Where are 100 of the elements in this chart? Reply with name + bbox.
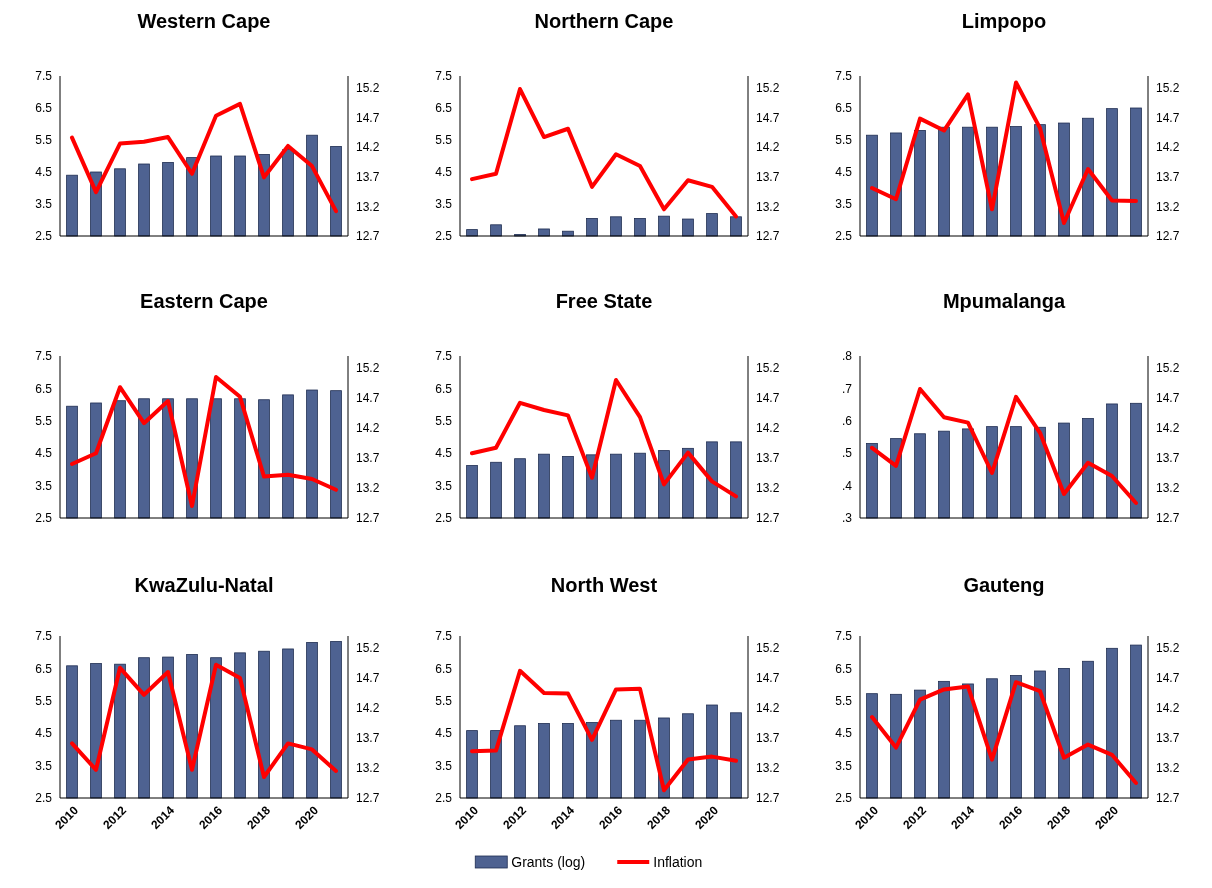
y-tick-label: 2.5 [835, 229, 853, 244]
y2-tick-label: 15.2 [356, 641, 380, 656]
y2-tick-label: 15.2 [756, 361, 780, 376]
y-tick-label: 7.5 [835, 629, 853, 644]
y-tick-label: 5.5 [435, 414, 453, 428]
y2-tick-label: 14.7 [1156, 391, 1180, 406]
chart-title: North West [550, 574, 658, 596]
y2-tick-label: 13.7 [756, 451, 780, 466]
y2-tick-label: 13.7 [1156, 169, 1180, 184]
y-tick-label: 3.5 [35, 197, 53, 212]
y-tick-label: .4 [841, 478, 853, 493]
y-tick-label: 7.5 [35, 349, 53, 364]
y-tick-label: 3.5 [835, 758, 853, 773]
y-tick-label: 5.5 [835, 694, 853, 708]
y-tick-label: 2.5 [435, 511, 453, 526]
y2-tick-label: 14.2 [1156, 701, 1180, 716]
chart-title: Eastern Cape [140, 290, 268, 312]
y-tick-label: 7.5 [35, 629, 53, 644]
y-tick-label: 6.5 [435, 381, 453, 396]
y2-tick-label: 15.2 [756, 641, 780, 656]
y2-tick-label: 12.7 [756, 229, 780, 244]
y2-tick-label: 13.7 [756, 731, 780, 746]
chart-title: Gauteng [963, 574, 1045, 596]
y2-tick-label: 12.7 [1156, 229, 1180, 244]
y2-tick-label: 14.2 [756, 701, 780, 716]
y-tick-label: 7.5 [435, 629, 453, 644]
y2-tick-label: 14.2 [356, 701, 380, 716]
y-tick-label: 4.5 [435, 726, 453, 741]
y-tick-label: 2.5 [435, 229, 453, 244]
chart-title: Free State [555, 290, 653, 312]
y-tick-label: 3.5 [835, 197, 853, 212]
y-tick-label: 4.5 [435, 446, 453, 461]
y2-tick-label: 14.2 [1156, 140, 1180, 155]
y2-tick-label: 15.2 [1156, 641, 1180, 656]
chart-title: Mpumalanga [942, 290, 1066, 312]
y-tick-label: 2.5 [835, 791, 853, 806]
y-tick-label: 5.5 [35, 694, 53, 708]
y-tick-label: 5.5 [435, 133, 453, 148]
legend-label: Grants (log) [511, 853, 586, 870]
y2-tick-label: 14.7 [356, 110, 380, 125]
y-tick-label: 2.5 [35, 229, 53, 244]
y-tick-label: 3.5 [35, 758, 53, 773]
y2-tick-label: 15.2 [1156, 81, 1180, 96]
y-tick-label: 6.5 [835, 661, 853, 676]
chart-title: Western Cape [137, 10, 271, 32]
y2-tick-label: 14.7 [756, 671, 780, 686]
y-tick-label: 4.5 [435, 165, 453, 180]
y2-tick-label: 13.2 [356, 199, 380, 214]
y-tick-label: .5 [841, 446, 853, 461]
y2-tick-label: 13.2 [356, 761, 380, 776]
y2-tick-label: 12.7 [356, 791, 380, 806]
chart-title: Northern Cape [534, 10, 674, 32]
y2-tick-label: 14.7 [1156, 110, 1180, 125]
y-tick-label: 2.5 [35, 511, 53, 526]
y2-tick-label: 12.7 [756, 791, 780, 806]
chart-title: KwaZulu-Natal [134, 574, 274, 596]
y-tick-label: 6.5 [835, 101, 853, 116]
y-tick-label: 5.5 [35, 133, 53, 148]
y-tick-label: 7.5 [435, 349, 453, 364]
y2-tick-label: 13.7 [756, 169, 780, 184]
y2-tick-label: 14.7 [1156, 671, 1180, 686]
y-tick-label: 6.5 [35, 381, 53, 396]
y2-tick-label: 15.2 [756, 81, 780, 96]
y-tick-label: 6.5 [435, 101, 453, 116]
y-tick-label: 7.5 [435, 69, 453, 84]
y-tick-label: 3.5 [435, 758, 453, 773]
y-tick-label: .3 [841, 511, 853, 526]
y-tick-label: 4.5 [835, 165, 853, 180]
chart-title: Limpopo [961, 10, 1047, 32]
y2-tick-label: 14.7 [756, 391, 780, 406]
y-tick-label: 5.5 [35, 414, 53, 428]
y2-tick-label: 13.2 [756, 761, 780, 776]
y2-tick-label: 15.2 [356, 81, 380, 96]
y2-tick-label: 12.7 [756, 511, 780, 526]
y-tick-label: 5.5 [835, 133, 853, 148]
y2-tick-label: 13.2 [356, 481, 380, 496]
y2-tick-label: 14.2 [756, 421, 780, 436]
y2-tick-label: 13.2 [1156, 481, 1180, 496]
y2-tick-label: 14.2 [356, 140, 380, 155]
y2-tick-label: 12.7 [356, 511, 380, 526]
y-tick-label: 7.5 [35, 69, 53, 84]
y2-tick-label: 13.2 [756, 199, 780, 214]
y2-tick-label: 12.7 [356, 229, 380, 244]
y2-tick-label: 13.7 [1156, 451, 1180, 466]
y-tick-label: 4.5 [35, 446, 53, 461]
y-tick-label: 3.5 [435, 478, 453, 493]
y2-tick-label: 13.2 [1156, 761, 1180, 776]
y2-tick-label: 13.2 [756, 481, 780, 496]
y-tick-label: 2.5 [435, 791, 453, 806]
y2-tick-label: 13.7 [1156, 731, 1180, 746]
y2-tick-label: 14.2 [356, 421, 380, 436]
y-tick-label: 4.5 [35, 726, 53, 741]
y2-tick-label: 14.7 [356, 671, 380, 686]
y2-tick-label: 14.2 [1156, 421, 1180, 436]
y-tick-label: 4.5 [835, 726, 853, 741]
y-tick-label: 2.5 [35, 791, 53, 806]
y-tick-label: 5.5 [435, 694, 453, 708]
y-tick-label: .7 [841, 381, 853, 396]
y-tick-label: 4.5 [35, 165, 53, 180]
legend-label: Inflation [653, 853, 703, 870]
